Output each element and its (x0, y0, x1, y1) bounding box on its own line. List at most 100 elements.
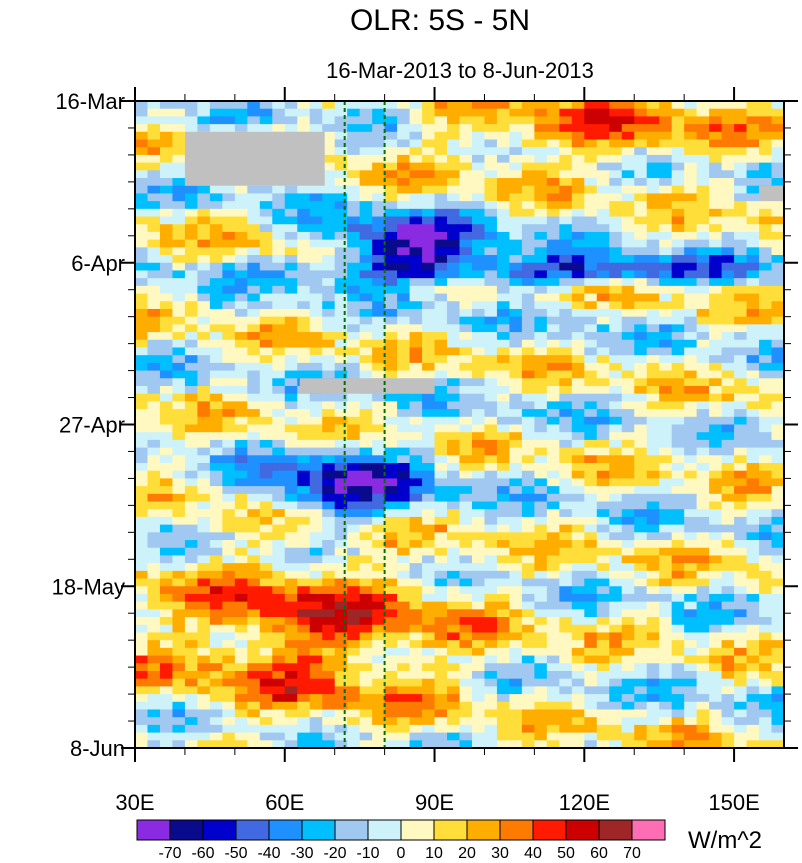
heatmap-cell (309, 740, 323, 749)
heatmap-cell (135, 686, 149, 695)
heatmap-cell (135, 432, 149, 441)
heatmap-cell (496, 270, 511, 279)
heatmap-cell (309, 447, 323, 456)
heatmap-cell (384, 124, 398, 133)
heatmap-cell (771, 663, 785, 672)
heatmap-cell (184, 370, 199, 379)
heatmap-cell (659, 486, 673, 495)
heatmap-cell (259, 493, 273, 503)
heatmap-cell (584, 231, 598, 241)
heatmap-cell (534, 262, 548, 272)
heatmap-cell (297, 624, 311, 634)
heatmap-cell (359, 154, 373, 164)
heatmap-cell (634, 532, 648, 541)
heatmap-cell (496, 101, 511, 110)
heatmap-cell (559, 432, 573, 441)
heatmap-cell (621, 208, 635, 218)
heatmap-cell (709, 108, 723, 118)
heatmap-cell (709, 293, 723, 302)
heatmap-cell (646, 617, 660, 626)
heatmap-cell (272, 355, 286, 364)
heatmap-cell (397, 617, 411, 626)
heatmap-cell (297, 640, 311, 649)
heatmap-cell (284, 547, 298, 557)
heatmap-cell (447, 578, 461, 587)
heatmap-cell (284, 694, 298, 703)
heatmap-cell (471, 686, 486, 695)
heatmap-cell (521, 478, 535, 487)
heatmap-cell (434, 601, 448, 610)
heatmap-cell (771, 301, 785, 310)
heatmap-cell (347, 493, 361, 503)
heatmap-cell (721, 455, 735, 464)
heatmap-cell (135, 578, 149, 587)
heatmap-cell (696, 162, 710, 171)
heatmap-cell (172, 586, 186, 595)
colorbar-label: 30 (491, 845, 509, 862)
heatmap-cell (484, 385, 498, 395)
heatmap-cell (546, 447, 560, 456)
heatmap-cell (771, 131, 785, 141)
heatmap-cell (259, 324, 273, 333)
heatmap-cell (347, 563, 361, 572)
heatmap-cell (621, 301, 635, 310)
heatmap-cell (684, 147, 698, 156)
heatmap-cell (734, 247, 748, 256)
heatmap-cell (559, 678, 573, 687)
heatmap-cell (372, 486, 386, 495)
heatmap-cell (359, 339, 373, 349)
heatmap-cell (322, 339, 336, 349)
heatmap-cell (197, 231, 211, 241)
heatmap-cell (247, 308, 261, 318)
heatmap-cell (721, 740, 735, 749)
heatmap-cell (684, 601, 698, 610)
heatmap-cell (184, 116, 199, 125)
heatmap-cell (159, 131, 174, 141)
heatmap-cell (409, 486, 423, 495)
heatmap-cell (671, 124, 685, 133)
heatmap-cell (659, 409, 673, 418)
heatmap-cell (621, 632, 635, 641)
heatmap-cell (184, 740, 199, 749)
heatmap-cell (409, 509, 423, 518)
heatmap-cell (621, 678, 635, 687)
heatmap-cell (759, 324, 773, 333)
heatmap-cell (322, 640, 336, 649)
heatmap-cell (509, 732, 523, 741)
heatmap-cell (434, 578, 448, 587)
heatmap-cell (209, 285, 223, 295)
heatmap-cell (721, 563, 735, 572)
heatmap-cell (222, 409, 236, 418)
heatmap-cell (696, 185, 710, 195)
heatmap-cell (584, 663, 598, 672)
heatmap-cell (521, 655, 535, 664)
heatmap-cell (284, 239, 298, 248)
heatmap-cell (496, 670, 511, 680)
heatmap-cell (234, 216, 248, 225)
heatmap-cell (197, 624, 211, 634)
heatmap-cell (272, 717, 286, 726)
heatmap-cell (259, 424, 273, 433)
heatmap-cell (596, 178, 610, 187)
heatmap-cell (322, 293, 336, 302)
heatmap-cell (422, 139, 436, 148)
heatmap-cell (284, 732, 298, 741)
heatmap-cell (459, 278, 473, 287)
heatmap-cell (334, 547, 348, 557)
heatmap-cell (671, 139, 685, 148)
heatmap-cell (659, 108, 673, 118)
heatmap-cell (534, 617, 548, 626)
heatmap-cell (422, 208, 436, 218)
heatmap-cell (634, 732, 648, 741)
heatmap-cell (284, 524, 298, 533)
heatmap-cell (771, 586, 785, 595)
heatmap-cell (234, 324, 248, 333)
heatmap-cell (272, 478, 286, 487)
heatmap-cell (596, 216, 610, 225)
heatmap-cell (372, 586, 386, 595)
heatmap-cell (546, 432, 560, 441)
heatmap-cell (184, 509, 199, 518)
heatmap-cell (159, 717, 174, 726)
heatmap-cell (135, 362, 149, 372)
heatmap-cell (484, 170, 498, 179)
